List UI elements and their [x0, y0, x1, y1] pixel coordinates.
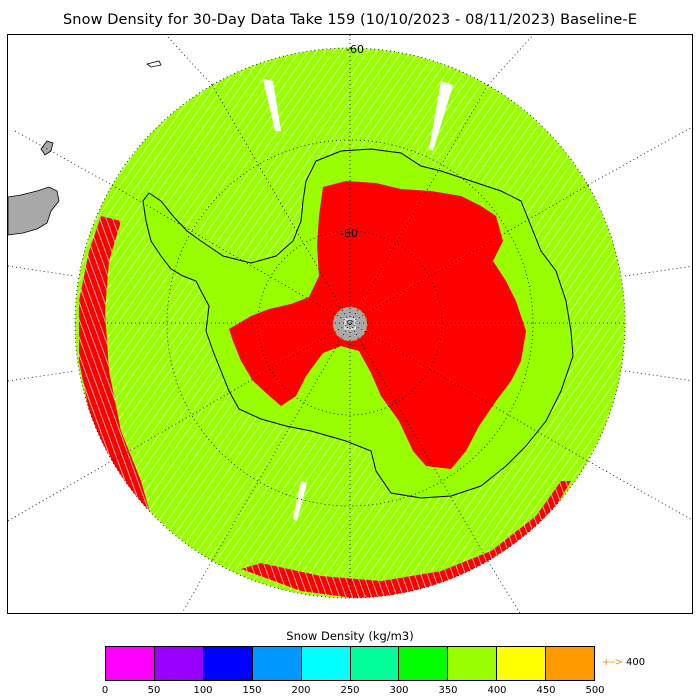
colorbar: [105, 646, 595, 681]
colorbar-cell: [301, 647, 351, 680]
colorbar-tick-label: 350: [438, 685, 458, 696]
swath-gap: [429, 81, 453, 151]
high-density-region: [229, 181, 526, 469]
colorbar-cell: [252, 647, 302, 680]
overflow-arrow-icon: +-->: [602, 656, 623, 668]
polar-stereographic-map: -60 -80: [8, 35, 692, 613]
colorbar-tick-label: 300: [389, 685, 409, 696]
colorbar-tick-label: 150: [242, 685, 262, 696]
latitude-label-80: -80: [340, 227, 358, 240]
island-outline: [40, 140, 54, 156]
overflow-marker: +--> 400: [602, 655, 645, 669]
outer-high-density-band: [79, 216, 151, 516]
colorbar-title: Snow Density (kg/m3): [286, 629, 414, 643]
colorbar-ticks: 0 50 100 150 200 250 300 350 400 450 500: [101, 685, 605, 699]
colorbar-tick-label: 250: [340, 685, 360, 696]
colorbar-cell: [106, 647, 155, 680]
colorbar-tick-label: 500: [585, 685, 605, 696]
colorbar-tick-label: 0: [101, 685, 109, 696]
colorbar-cell: [203, 647, 253, 680]
colorbar-tick-label: 50: [147, 685, 161, 696]
colorbar-cell: [497, 647, 547, 680]
colorbar-tick-label: 400: [487, 685, 507, 696]
map-title: Snow Density for 30-Day Data Take 159 (1…: [63, 12, 637, 28]
colorbar-tick-label: 450: [536, 685, 556, 696]
graticule: [8, 35, 692, 613]
colorbar-tick-label: 200: [291, 685, 311, 696]
south-america-landmass: [8, 186, 60, 236]
colorbar-cell: [448, 647, 498, 680]
colorbar-cell: [399, 647, 449, 680]
colorbar-tick-label: 100: [193, 685, 213, 696]
colorbar-cell: [546, 647, 595, 680]
colorbar-cell: [350, 647, 400, 680]
latitude-label-60: -60: [346, 43, 364, 56]
swath-gap: [293, 481, 307, 521]
colorbar-cell: [154, 647, 204, 680]
overflow-value: 400: [625, 656, 646, 668]
map-panel: -60 -80: [7, 34, 693, 614]
swath-gap: [263, 79, 281, 131]
island-outline: [146, 60, 162, 68]
